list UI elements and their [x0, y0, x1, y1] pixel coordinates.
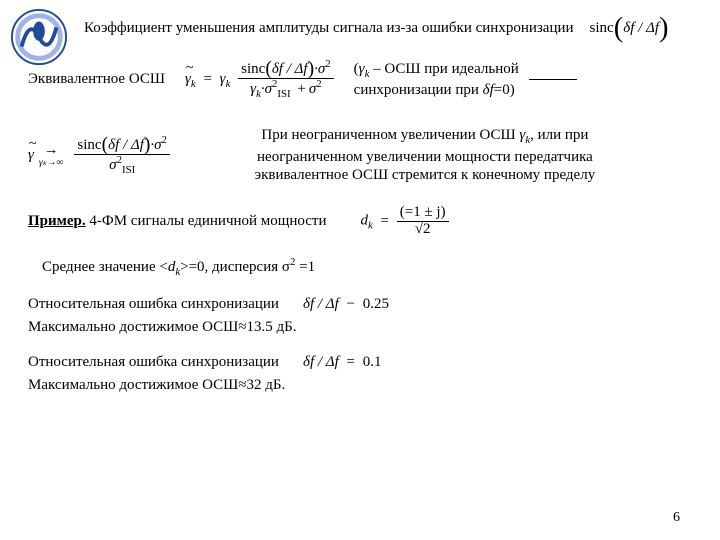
lim-sinc: sinc — [77, 137, 101, 153]
ex-dk: d — [360, 213, 368, 229]
note-eq0: =0) — [494, 82, 515, 98]
eq-snr-formula: γk = γk sinc(δf / Δf)·σ2 γk·σ2ISI +σ2 — [185, 59, 334, 100]
c1-l2: Максимально достижимое ОСШ≈13.5 дБ. — [28, 319, 692, 336]
ex-eq: = — [377, 213, 393, 229]
mean-row: Среднее значение <dk>=0, дисперсия σ2 =1 — [42, 256, 692, 278]
eq-snr-note: (γk – ОСШ при идеальной синхронизации пр… — [354, 60, 519, 99]
gamma-tilde: γ — [185, 71, 191, 87]
lim-den: σ — [109, 157, 116, 173]
den-gamma-sub: k — [256, 88, 261, 100]
note-l2: синхронизации при — [354, 82, 483, 98]
rule-line — [529, 79, 577, 80]
sinc-arg: δf / Δf — [623, 20, 659, 36]
equals: = — [199, 71, 215, 87]
ex-dk-sub: k — [368, 220, 373, 232]
arrow-icon: → — [38, 142, 65, 158]
limit-row: γ → γₖ→∞ sinc(δf / Δf)·σ2 σ2ISI При неог… — [28, 126, 692, 185]
num-sinc: sinc — [241, 61, 265, 77]
title-row: Коэффициент уменьшения амплитуды сигнала… — [84, 20, 692, 37]
lim-gamma: γ — [28, 147, 34, 163]
gamma-sub: k — [191, 78, 196, 90]
c1-l1: Относительная ошибка синхронизации — [28, 296, 279, 313]
ex-num: (=1 ± j) — [397, 205, 449, 221]
lim-arg: δf / Δf — [108, 137, 144, 153]
lim-sub: γₖ→∞ — [38, 158, 65, 168]
limit-formula: γ → γₖ→∞ sinc(δf / Δf)·σ2 σ2ISI — [28, 135, 170, 176]
c2-l1: Относительная ошибка синхронизации — [28, 354, 279, 371]
lim-n3: эквивалентное ОСШ стремится к конечному … — [255, 167, 596, 183]
eq-snr-row: Эквивалентное ОСШ γk = γk sinc(δf / Δf)·… — [28, 59, 692, 100]
num-arg: δf / Δf — [272, 61, 308, 77]
mean-post: >=0, дисперсия σ — [180, 259, 290, 275]
limit-note: При неограниченном увеличении ОСШ γk, ил… — [210, 126, 640, 185]
case1: Относительная ошибка синхронизации δf / … — [28, 296, 692, 336]
c2-val: 0.1 — [363, 354, 382, 370]
page-number: 6 — [673, 510, 680, 526]
den-plus: + — [294, 81, 308, 97]
mean-pre: Среднее значение < — [42, 259, 168, 275]
c1-formula: δf / Δf − 0.25 — [303, 296, 389, 313]
example-bold: Пример. — [28, 213, 86, 229]
university-logo — [10, 8, 68, 66]
case2: Относительная ошибка синхронизации δf / … — [28, 354, 692, 394]
slide: Коэффициент уменьшения амплитуды сигнала… — [0, 0, 720, 540]
c2-formula: δf / Δf = 0.1 — [303, 354, 382, 371]
gamma2-sub: k — [226, 78, 231, 90]
c2-op: = — [343, 354, 359, 370]
mean-tail: =1 — [295, 259, 315, 275]
c2-l2: Максимально достижимое ОСШ≈32 дБ. — [28, 377, 692, 394]
c1-val: 0.25 — [363, 296, 389, 312]
lim-n2: неограниченном увеличении мощности перед… — [257, 149, 593, 165]
sinc-label: sinc — [590, 20, 614, 36]
example-label: Пример. 4-ФМ сигналы единичной мощности — [28, 213, 326, 230]
lim-n1: При неограниченном увеличении ОСШ — [261, 127, 519, 143]
c2-lhs: δf / Δf — [303, 354, 339, 370]
example-formula: dk = (=1 ± j) √2 — [360, 205, 448, 238]
eq-snr-label: Эквивалентное ОСШ — [28, 71, 165, 88]
lim-n1b: , или при — [530, 127, 588, 143]
example-row: Пример. 4-ФМ сигналы единичной мощности … — [28, 205, 692, 238]
ex-den: √2 — [397, 221, 449, 238]
lim-sigma: σ — [154, 137, 161, 153]
example-rest: 4-ФМ сигналы единичной мощности — [86, 213, 327, 229]
note-df: δf — [483, 82, 494, 98]
title-text: Коэффициент уменьшения амплитуды сигнала… — [84, 20, 574, 37]
den-s1-sub: ISI — [277, 88, 290, 100]
lim-den-sub: ISI — [122, 164, 135, 176]
c1-op: − — [343, 296, 359, 312]
c1-lhs: δf / Δf — [303, 296, 339, 312]
note-l1: – ОСШ при идеальной — [369, 61, 518, 77]
den-s1: σ — [265, 81, 272, 97]
title-formula: sinc(δf / Δf) — [590, 20, 669, 37]
